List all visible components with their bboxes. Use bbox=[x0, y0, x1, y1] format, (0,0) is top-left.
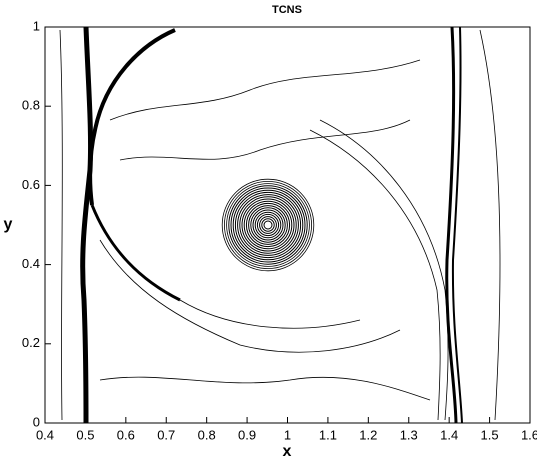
vortex-ring bbox=[237, 194, 299, 256]
vortex-ring bbox=[241, 198, 295, 252]
contour-line bbox=[99, 376, 431, 401]
contour-line bbox=[99, 239, 401, 353]
vortex-ring bbox=[223, 180, 312, 269]
vortex-ring bbox=[243, 200, 293, 250]
y-tick-label: 0.6 bbox=[22, 177, 40, 192]
vortex-ring bbox=[259, 216, 277, 234]
y-tick-label: 0 bbox=[33, 414, 40, 429]
y-axis-label: y bbox=[4, 216, 13, 233]
reflected-shock bbox=[88, 28, 176, 206]
vortex-ring bbox=[263, 220, 273, 230]
contour-lines bbox=[59, 26, 501, 424]
x-tick-label: 0.8 bbox=[198, 427, 216, 442]
x-tick-label: 1.4 bbox=[440, 427, 458, 442]
right-shock bbox=[445, 26, 458, 424]
vortex-ring bbox=[234, 191, 302, 259]
x-tick-label: 1.6 bbox=[521, 427, 537, 442]
x-tick-label: 1.3 bbox=[400, 427, 418, 442]
x-tick-label: 1.1 bbox=[319, 427, 337, 442]
vortex-ring bbox=[256, 213, 280, 237]
vortex-ring bbox=[230, 187, 306, 263]
x-tick-label: 0.7 bbox=[157, 427, 175, 442]
vortex-ring bbox=[248, 205, 288, 245]
chart-title: TCNS bbox=[272, 4, 302, 16]
vortex-ring bbox=[226, 183, 310, 267]
vortex-ring bbox=[252, 209, 284, 241]
x-axis-label: x bbox=[283, 443, 292, 460]
x-tick-label: 0.4 bbox=[36, 427, 54, 442]
vortex-ring bbox=[221, 178, 315, 272]
vortex-ring bbox=[250, 207, 286, 243]
x-tick-label: 1 bbox=[284, 427, 291, 442]
vortex-ring bbox=[254, 211, 282, 239]
contour-line bbox=[119, 119, 411, 161]
contour-line bbox=[179, 299, 361, 329]
y-tick-label: 0.2 bbox=[22, 335, 40, 350]
vortex-ring bbox=[245, 202, 291, 248]
y-tick-label: 0.4 bbox=[22, 256, 40, 271]
x-tick-label: 0.9 bbox=[238, 427, 256, 442]
shock-front bbox=[80, 26, 94, 424]
contour-line bbox=[479, 29, 501, 421]
x-tick-label: 0.5 bbox=[76, 427, 94, 442]
vortex-ring bbox=[232, 189, 304, 261]
contour-line bbox=[59, 29, 63, 421]
x-tick-label: 1.2 bbox=[359, 427, 377, 442]
right-shock bbox=[451, 26, 463, 424]
y-tick-label: 1 bbox=[33, 18, 40, 33]
y-tick-label: 0.8 bbox=[22, 98, 40, 113]
contour-line bbox=[109, 59, 421, 121]
reflected-shock bbox=[90, 204, 181, 302]
vortex-ring bbox=[228, 185, 308, 265]
x-tick-label: 1.5 bbox=[481, 427, 499, 442]
contour-line bbox=[309, 129, 441, 421]
contour-line bbox=[319, 119, 449, 421]
x-tick-label: 0.6 bbox=[117, 427, 135, 442]
vortex-ring bbox=[239, 196, 297, 254]
vortex-ring bbox=[261, 218, 275, 232]
